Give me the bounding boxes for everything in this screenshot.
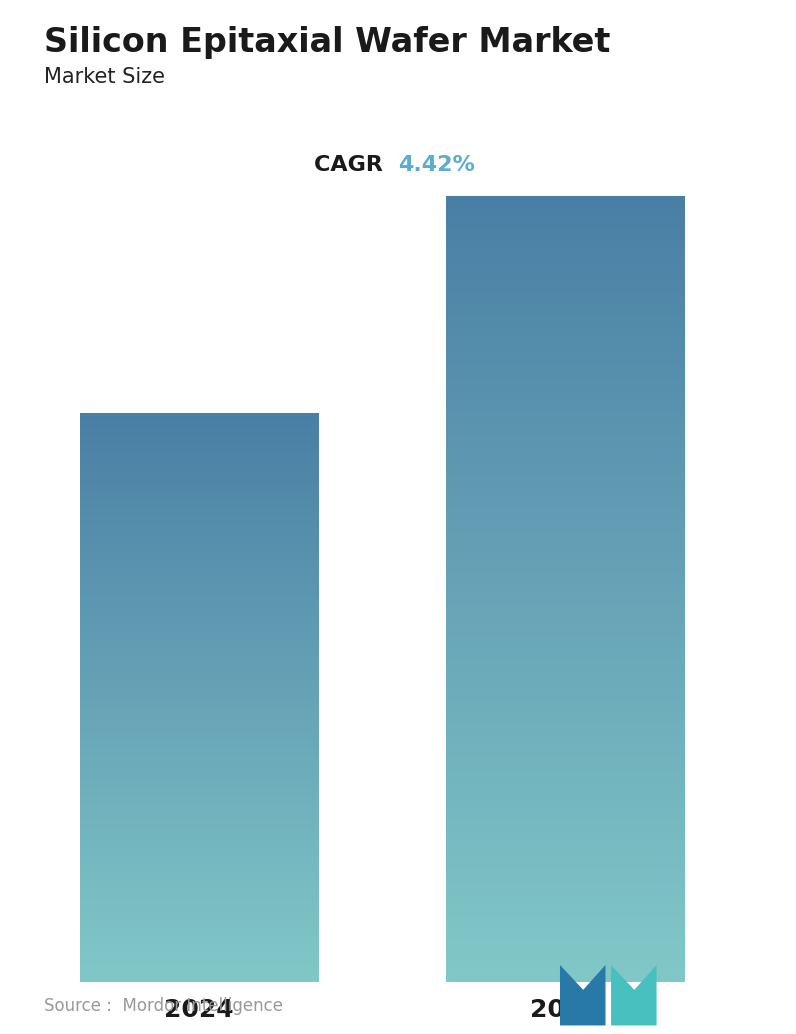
Text: Source :  Mordor Intelligence: Source : Mordor Intelligence <box>44 998 283 1015</box>
Text: 2029: 2029 <box>530 998 600 1022</box>
Text: CAGR: CAGR <box>314 155 398 176</box>
Text: 4.42%: 4.42% <box>398 155 475 176</box>
Text: 2024: 2024 <box>164 998 234 1022</box>
Text: Silicon Epitaxial Wafer Market: Silicon Epitaxial Wafer Market <box>44 26 611 59</box>
Text: Market Size: Market Size <box>44 67 165 87</box>
